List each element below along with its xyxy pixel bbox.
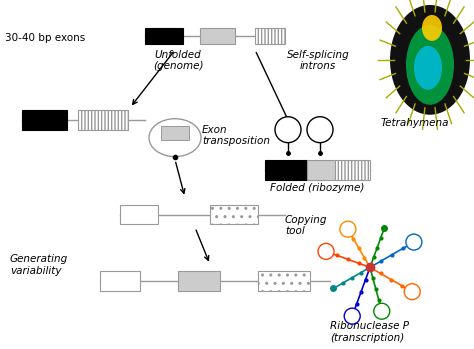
Text: 30-40 bp exons: 30-40 bp exons xyxy=(5,33,85,43)
Bar xyxy=(78,110,128,130)
Text: Folded (ribozyme): Folded (ribozyme) xyxy=(270,183,365,193)
Circle shape xyxy=(318,243,334,259)
Circle shape xyxy=(275,117,301,143)
Text: Copying
tool: Copying tool xyxy=(285,215,328,236)
Circle shape xyxy=(406,234,422,250)
Bar xyxy=(200,28,235,44)
Text: Unfolded
(genome): Unfolded (genome) xyxy=(153,50,203,72)
Text: Generating
variability: Generating variability xyxy=(10,254,68,276)
Text: Ribonuclease P
(transcription): Ribonuclease P (transcription) xyxy=(330,321,409,343)
Ellipse shape xyxy=(422,15,442,41)
Ellipse shape xyxy=(414,46,442,90)
Circle shape xyxy=(307,117,333,143)
Bar xyxy=(178,272,220,291)
Ellipse shape xyxy=(390,5,470,115)
Circle shape xyxy=(404,284,420,300)
Bar xyxy=(258,272,310,291)
Text: Tetrahymena: Tetrahymena xyxy=(381,118,449,128)
Text: Exon
transposition: Exon transposition xyxy=(202,125,270,146)
Bar xyxy=(255,28,285,44)
Bar xyxy=(145,28,183,44)
Bar xyxy=(307,159,335,180)
Bar xyxy=(335,159,370,180)
Ellipse shape xyxy=(406,25,454,105)
Bar xyxy=(161,126,189,140)
Ellipse shape xyxy=(149,119,201,157)
Circle shape xyxy=(374,303,390,319)
Circle shape xyxy=(340,221,356,237)
Bar xyxy=(22,110,67,130)
Bar xyxy=(100,272,140,291)
Bar xyxy=(210,205,258,224)
Text: Self-splicing
introns: Self-splicing introns xyxy=(287,50,349,72)
Circle shape xyxy=(344,308,360,324)
Bar xyxy=(120,205,158,224)
Bar xyxy=(265,159,307,180)
